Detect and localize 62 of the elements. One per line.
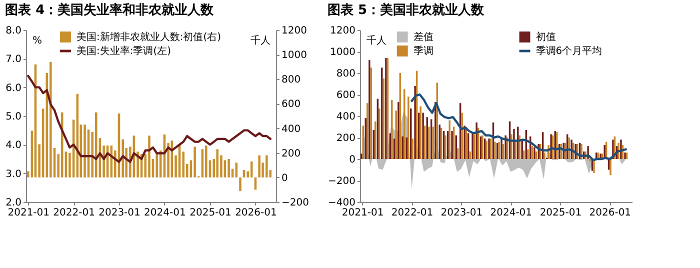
legend-label: 差值 <box>413 31 434 43</box>
x-tick-label: 2023-01 <box>98 208 140 218</box>
y2-axis-title: 千人 <box>250 34 270 46</box>
y2-tick-label: 400 <box>282 124 301 135</box>
bar <box>216 149 218 178</box>
y-tick-label: 1200 <box>330 26 356 36</box>
y-axis-title: 千人 <box>366 34 386 46</box>
bar <box>156 152 158 178</box>
bar <box>235 162 238 178</box>
y-axis-title: % <box>32 36 42 46</box>
bar <box>258 155 260 178</box>
y-tick-label: 1000 <box>330 47 356 58</box>
x-tick-label: 2021-01 <box>8 208 50 218</box>
bar <box>205 145 208 178</box>
y-tick-label: 6.0 <box>6 82 22 94</box>
bar <box>228 159 230 178</box>
y-tick-label: 200 <box>336 133 356 144</box>
y-tick-label: 800 <box>336 68 356 80</box>
y2-tick-label: 800 <box>282 74 301 86</box>
legend-label: 美国:新增非农就业人数:初值(右) <box>76 31 222 43</box>
x-tick-label: 2024-01 <box>144 208 186 218</box>
bar <box>266 155 268 178</box>
y2-tick-label: 200 <box>282 148 301 160</box>
x-tick-label: 2024-01 <box>490 208 532 218</box>
x-tick-label: 2021-01 <box>342 208 384 218</box>
line-series <box>410 93 628 162</box>
y-tick-label: 400 <box>336 112 356 122</box>
y2-tick-label: −200 <box>282 198 309 208</box>
y-tick-label: 8.0 <box>6 26 22 36</box>
y2-tick-label: 0 <box>282 172 288 184</box>
y-tick-label: −200 <box>328 176 356 187</box>
bar <box>84 124 86 178</box>
legend-label: 季调6个月平均 <box>536 45 602 57</box>
x-tick-label: 2025-01 <box>540 208 582 218</box>
y2-tick-label: 1000 <box>282 50 307 62</box>
x-tick-label: 2026-01 <box>235 208 277 218</box>
chart-title: 图表 4：美国失业率和非农就业人数 <box>5 2 215 18</box>
y2-tick-label: 600 <box>282 99 301 110</box>
x-tick-label: 2022-01 <box>53 208 95 218</box>
legend-label: 美国:失业率:季调(左) <box>76 45 172 57</box>
legend-label: 季调 <box>413 45 434 57</box>
y-tick-label: 600 <box>336 90 356 101</box>
y-tick-label: 7.0 <box>6 54 22 66</box>
bar <box>50 62 52 178</box>
x-tick-label: 2026-01 <box>589 208 632 218</box>
bar <box>194 146 196 178</box>
y-tick-label: 2.0 <box>6 198 22 208</box>
x-tick-label: 2023-01 <box>440 208 483 218</box>
line-series <box>27 74 272 163</box>
y-tick-label: 4.0 <box>6 140 22 152</box>
x-tick-label: 2025-01 <box>190 208 232 218</box>
y2-tick-label: 1200 <box>282 26 307 36</box>
legend-label: 初值 <box>536 31 556 43</box>
bar <box>148 136 150 178</box>
chart-title: 图表 5：美国非农就业人数 <box>328 2 486 18</box>
y-tick-label: 5.0 <box>6 112 22 122</box>
bar <box>242 170 246 178</box>
y-tick-label: 3.0 <box>6 168 22 180</box>
y-tick-label: −400 <box>328 198 356 208</box>
x-tick-label: 2022-01 <box>391 208 434 218</box>
bar <box>239 177 242 191</box>
y-tick-label: 0 <box>349 154 356 166</box>
